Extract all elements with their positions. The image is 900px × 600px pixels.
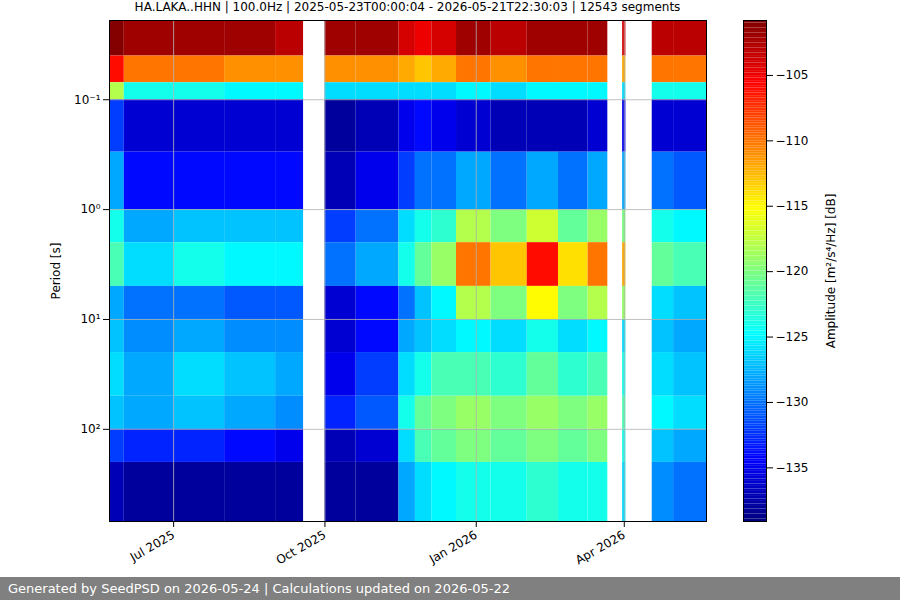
svg-text:−130: −130: [776, 395, 809, 409]
svg-text:Amplitude [m²/s⁴/Hz] [dB]: Amplitude [m²/s⁴/Hz] [dB]: [824, 194, 838, 349]
html-text:Generated by SeedPSD on 2026-0: Generated by SeedPSD on 2026-05-24 | Cal…: [8, 581, 510, 596]
svg-text:−110: −110: [776, 134, 809, 148]
svg-text:−115: −115: [776, 199, 809, 213]
svg-text:Jul 2025: Jul 2025: [127, 528, 177, 565]
svg-text:10⁰: 10⁰: [80, 202, 100, 216]
svg-text:Oct 2025: Oct 2025: [274, 528, 329, 568]
svg-text:−125: −125: [776, 330, 809, 344]
svg-text:Period [s]: Period [s]: [49, 243, 63, 300]
svg-text:10¹: 10¹: [80, 312, 100, 326]
svg-text:Apr 2026: Apr 2026: [573, 528, 628, 568]
html-text:HA.LAKA..HHN | 100.0Hz | 2025-: HA.LAKA..HHN | 100.0Hz | 2025-05-23T00:0…: [134, 0, 681, 14]
svg-text:−135: −135: [776, 461, 809, 475]
svg-text:−120: −120: [776, 264, 809, 278]
svg-text:10⁻¹: 10⁻¹: [74, 93, 101, 107]
svg-text:Jan 2026: Jan 2026: [426, 528, 480, 567]
svg-text:−105: −105: [776, 68, 809, 82]
svg-text:10²: 10²: [80, 422, 100, 436]
